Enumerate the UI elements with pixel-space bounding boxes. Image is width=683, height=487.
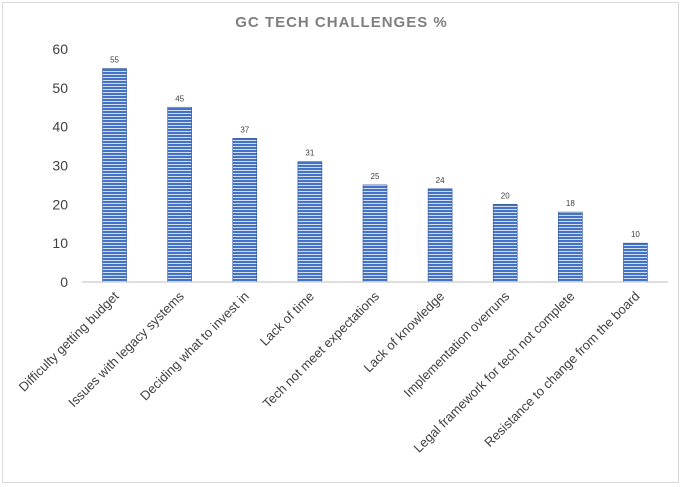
bar: [102, 68, 127, 283]
y-axis-ticks: 0 10 20 30 40 50 60: [52, 41, 68, 290]
bar-data-label: 25: [371, 172, 380, 181]
bar-data-label: 37: [240, 125, 249, 134]
chart-title: GC TECH CHALLENGES %: [235, 14, 448, 31]
y-tick-label: 40: [52, 119, 68, 135]
y-tick-label: 30: [52, 158, 68, 174]
bar-data-label: 31: [305, 149, 314, 158]
x-tick-label: Implementation overruns: [401, 288, 513, 400]
x-tick-label: Lack of time: [257, 289, 317, 349]
bar-data-label: 18: [566, 199, 575, 208]
y-tick-label: 20: [52, 196, 68, 212]
bar-data-label: 55: [110, 55, 119, 64]
y-tick-label: 60: [52, 41, 68, 57]
y-tick-label: 0: [60, 274, 68, 290]
y-tick-label: 50: [52, 80, 68, 96]
bar: [427, 188, 453, 283]
bar-data-labels: 55 45 37 31 25 24 20 18 10: [110, 55, 640, 239]
x-tick-label: Issues with legacy systems: [65, 288, 187, 410]
bar: [558, 211, 583, 283]
bar-data-label: 24: [436, 176, 445, 185]
bar: [623, 242, 648, 283]
bar: [362, 184, 388, 283]
bar: [232, 138, 258, 283]
bar: [297, 161, 323, 283]
bar-data-label: 20: [501, 191, 510, 200]
bar-data-label: 10: [631, 230, 640, 239]
bar: [492, 204, 518, 283]
bar-data-label: 45: [175, 94, 184, 103]
y-tick-label: 10: [52, 235, 68, 251]
x-tick-label: Tech not meet expectations: [260, 288, 383, 411]
bar: [167, 106, 192, 283]
x-tick-label: Deciding what to invest in: [137, 289, 252, 404]
bars: [102, 68, 648, 283]
